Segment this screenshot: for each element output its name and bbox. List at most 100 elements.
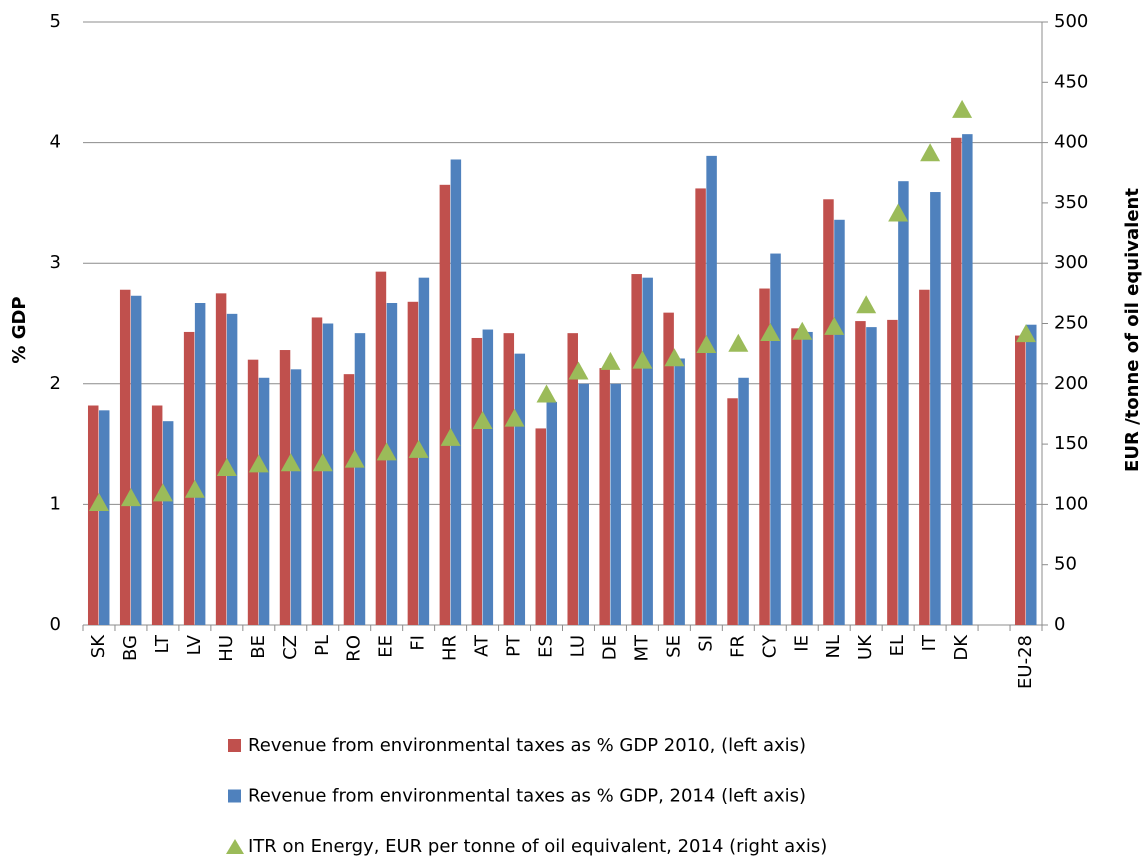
x-tick-label: PL — [312, 635, 333, 656]
bar — [919, 289, 930, 625]
bar — [375, 271, 387, 625]
legend-marker — [228, 739, 241, 752]
legend-label: Revenue from environmental taxes as % GD… — [248, 735, 806, 756]
bar — [503, 333, 515, 625]
bar — [215, 293, 227, 625]
x-tick-label: AT — [472, 634, 493, 657]
bar — [930, 192, 941, 625]
triangle-marker — [824, 316, 845, 335]
bar — [130, 295, 142, 625]
x-tick-label: IT — [919, 634, 940, 651]
x-tick-label: RO — [344, 635, 365, 662]
x-tick-label: BG — [120, 635, 141, 661]
bar — [599, 368, 610, 625]
bar — [546, 401, 558, 625]
x-tick-label: PT — [504, 634, 525, 657]
x-tick-label: NL — [823, 635, 844, 659]
triangle-marker — [312, 453, 333, 472]
bar — [898, 181, 909, 625]
x-tick-label: HR — [440, 635, 461, 661]
x-tick-label: LU — [567, 635, 588, 657]
bar — [183, 331, 195, 625]
bar — [887, 319, 898, 625]
x-tick-label: EE — [376, 635, 397, 658]
bar — [791, 328, 802, 625]
bar — [98, 410, 110, 625]
bar — [119, 289, 131, 625]
bar — [322, 323, 334, 625]
x-tick-label: UK — [855, 634, 876, 660]
triangle-marker — [856, 295, 877, 314]
triangle-marker — [216, 458, 237, 477]
y2-tick-label: 50 — [1054, 554, 1077, 575]
bar — [706, 155, 717, 625]
bar — [439, 184, 451, 625]
bar — [247, 359, 259, 625]
y2-tick-label: 500 — [1054, 11, 1088, 32]
x-tick-label: LT — [152, 634, 173, 654]
legend-marker — [226, 839, 244, 854]
triangle-marker — [1016, 324, 1037, 343]
bar — [663, 312, 674, 625]
bar — [194, 302, 206, 625]
bar — [162, 421, 174, 625]
bar — [855, 321, 866, 625]
triangle-marker — [696, 335, 717, 354]
triangle-marker — [248, 454, 269, 473]
y2-tick-label: 200 — [1054, 373, 1088, 394]
triangle-marker — [728, 333, 749, 352]
x-tick-label: EU-28 — [1015, 635, 1036, 689]
triangle-marker — [600, 351, 621, 370]
y-tick-label: 5 — [50, 11, 61, 32]
bar — [823, 199, 834, 626]
y-tick-label: 3 — [50, 252, 61, 273]
triangle-marker — [440, 427, 461, 446]
bar — [759, 288, 770, 625]
x-tick-label: SE — [663, 635, 684, 658]
y-axis-title: % GDP — [9, 296, 30, 363]
x-tick-label: HU — [216, 635, 237, 662]
bar — [151, 405, 163, 625]
bar — [87, 405, 99, 625]
bar — [343, 374, 355, 625]
y2-tick-label: 100 — [1054, 493, 1088, 514]
y-tick-label: 2 — [50, 373, 61, 394]
bar — [834, 219, 845, 625]
x-tick-label: IE — [791, 635, 812, 652]
triangle-marker — [88, 492, 109, 511]
triangle-marker — [568, 361, 589, 380]
bar — [450, 159, 462, 625]
triangle-marker — [184, 479, 205, 498]
y-tick-label: 4 — [50, 132, 61, 153]
bar — [290, 369, 302, 625]
bar — [386, 302, 398, 625]
bar — [610, 383, 621, 625]
bar — [642, 277, 653, 625]
bar — [962, 134, 973, 625]
triangle-marker — [888, 203, 909, 222]
x-tick-label: EL — [887, 635, 908, 656]
bar — [631, 274, 642, 625]
bar — [802, 331, 813, 625]
bar — [535, 428, 547, 625]
triangle-marker — [664, 348, 685, 367]
triangle-marker — [504, 408, 525, 427]
triangle-marker — [344, 449, 365, 468]
bar — [482, 329, 494, 625]
x-tick-label: LV — [184, 634, 205, 655]
bar — [258, 377, 270, 625]
y-tick-label: 1 — [50, 493, 61, 514]
triangle-marker — [472, 410, 493, 429]
triangle-marker — [152, 483, 173, 502]
y2-tick-label: 350 — [1054, 192, 1088, 213]
triangle-marker — [760, 322, 781, 341]
triangle-marker — [536, 384, 557, 403]
x-tick-label: CY — [759, 634, 780, 658]
triangle-marker — [376, 442, 397, 461]
bar — [1015, 335, 1026, 625]
legend-label: Revenue from environmental taxes as % GD… — [248, 786, 806, 807]
legend-marker — [228, 789, 241, 803]
triangle-marker — [120, 488, 141, 507]
